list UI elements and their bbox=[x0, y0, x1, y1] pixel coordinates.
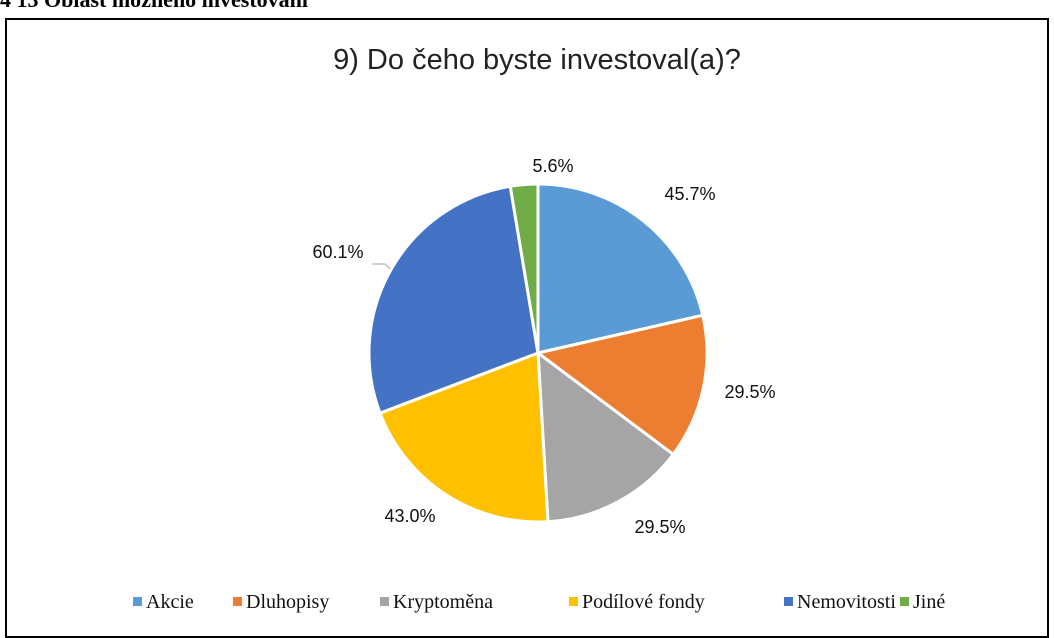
chart-title: 9) Do čeho byste investoval(a)? bbox=[333, 44, 741, 76]
legend-swatch-akcie bbox=[133, 597, 142, 606]
legend-label-podilove-fondy: Podílové fondy bbox=[582, 591, 705, 613]
data-label-podilove-fondy: 43.0% bbox=[384, 506, 435, 526]
legend-label-kryptomena: Kryptoměna bbox=[393, 591, 493, 613]
data-label-jine: 5.6% bbox=[532, 156, 573, 176]
legend-swatch-nemovitosti bbox=[784, 597, 793, 606]
legend-swatch-podilove-fondy bbox=[569, 597, 578, 606]
pie-slice-jine bbox=[508, 182, 540, 354]
data-label-nemovitosti: 60.1% bbox=[312, 242, 363, 262]
legend-label-jine: Jiné bbox=[913, 591, 945, 613]
legend-label-nemovitosti: Nemovitosti bbox=[797, 591, 896, 613]
pie-slice-kryptomena bbox=[536, 349, 676, 524]
pie-slice-nemovitosti bbox=[367, 184, 540, 416]
data-label-dluhopisy: 29.5% bbox=[724, 382, 775, 402]
data-labels: 45.7% 29.5% 29.5% 43.0% 60.1% 5.6% bbox=[312, 156, 775, 537]
legend-label-akcie: Akcie bbox=[146, 591, 194, 613]
data-label-kryptomena: 29.5% bbox=[634, 517, 685, 537]
legend-swatch-kryptomena bbox=[380, 597, 389, 606]
legend-swatch-dluhopisy bbox=[233, 597, 242, 606]
leader-line-nemovitosti bbox=[372, 263, 391, 270]
leader-lines bbox=[372, 263, 391, 270]
pie-slice-akcie bbox=[536, 182, 705, 355]
legend: Akcie Dluhopisy Kryptoměna Podílové fondy Ne… bbox=[133, 591, 945, 613]
pie-slice-podilove-fondy bbox=[378, 350, 550, 524]
pie-slice-dluhopisy bbox=[534, 313, 709, 457]
section-heading: 4 13 Oblast možného investování bbox=[0, 0, 308, 12]
legend-label-dluhopisy: Dluhopisy bbox=[246, 591, 329, 613]
data-label-akcie: 45.7% bbox=[664, 184, 715, 204]
legend-swatch-jine bbox=[900, 597, 909, 606]
pie-slices bbox=[367, 182, 709, 524]
